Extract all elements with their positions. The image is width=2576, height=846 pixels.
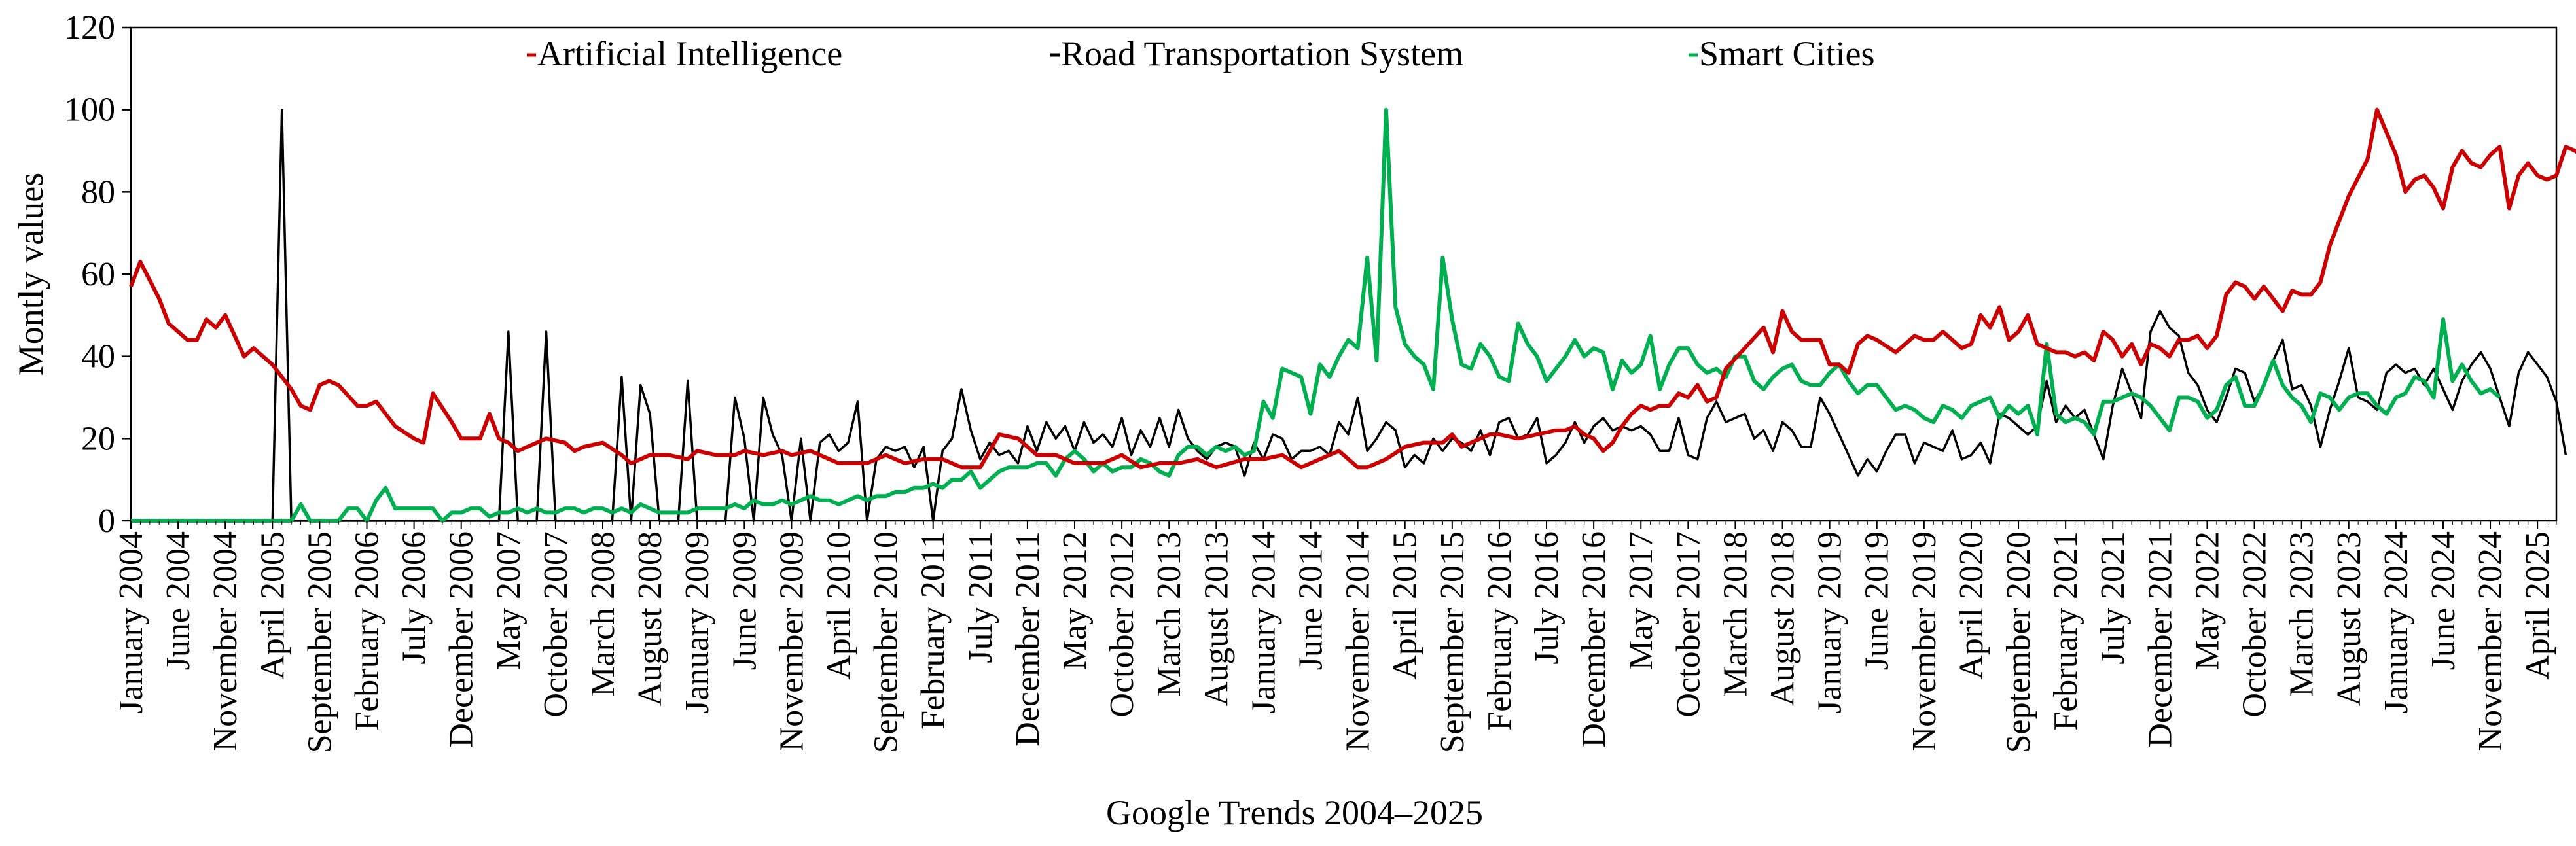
series-line-artificial-intelligence <box>129 107 2576 470</box>
y-tick-label: 40 <box>81 338 115 376</box>
x-tick-label: January 2004 <box>113 531 150 714</box>
x-tick-label: February 2016 <box>1481 531 1518 731</box>
x-tick-label: November 2004 <box>207 531 244 751</box>
x-tick-label: March 2008 <box>584 531 622 697</box>
x-tick-label: October 2007 <box>537 531 575 717</box>
x-tick-label: April 2025 <box>2519 531 2556 680</box>
x-tick-label: July 2021 <box>2094 531 2132 665</box>
x-tick-label: November 2019 <box>1906 531 1943 751</box>
x-tick-label: August 2018 <box>1764 531 1802 706</box>
x-axis-ticks: January 2004 June 2004 November 2004 April … <box>113 521 2557 753</box>
y-tick-label: 120 <box>64 9 115 46</box>
series-line-road-transportation-system <box>131 108 2567 522</box>
x-tick-label: May 2022 <box>2189 531 2226 670</box>
y-tick-label: 20 <box>81 420 115 457</box>
x-tick-label: December 2016 <box>1575 531 1613 748</box>
x-tick-label: October 2022 <box>2236 531 2274 717</box>
x-tick-label: February 2006 <box>349 531 386 731</box>
y-axis-ticks: 0 20 40 60 80 100 120 <box>64 9 131 540</box>
series-lines <box>129 107 2576 523</box>
x-tick-label: November 2024 <box>2472 531 2509 751</box>
x-tick-label: August 2013 <box>1198 531 1235 706</box>
x-tick-label: July 2016 <box>1528 531 1565 665</box>
x-tick-label: April 2015 <box>1387 531 1424 680</box>
x-tick-label: October 2017 <box>1670 531 1707 717</box>
x-tick-label: January 2009 <box>679 531 716 714</box>
x-tick-label: April 2010 <box>821 531 858 680</box>
y-tick-label: 60 <box>81 256 115 293</box>
x-tick-label: January 2014 <box>1245 531 1282 714</box>
x-tick-label: May 2012 <box>1056 531 1094 670</box>
y-tick-label: 80 <box>81 173 115 211</box>
x-tick-label: March 2023 <box>2283 531 2321 697</box>
x-tick-label: December 2006 <box>443 531 480 748</box>
plot-border <box>130 26 2558 522</box>
x-tick-label: December 2021 <box>2141 531 2179 748</box>
legend-label: Artificial Intelligence <box>537 34 842 73</box>
x-tick-label: January 2024 <box>2378 531 2415 714</box>
x-tick-label: November 2014 <box>1340 531 1377 751</box>
x-tick-label: February 2021 <box>2047 531 2084 731</box>
legend-item: Artificial Intelligence <box>527 34 842 73</box>
x-tick-label: August 2023 <box>2331 531 2368 706</box>
x-tick-label: May 2017 <box>1622 531 1660 670</box>
x-tick-label: January 2019 <box>1812 531 1849 714</box>
x-tick-label: March 2018 <box>1717 531 1754 697</box>
legend-item: Road Transportation System <box>1050 34 1463 73</box>
x-tick-label: March 2013 <box>1151 531 1188 697</box>
x-tick-label: August 2008 <box>632 531 669 706</box>
x-tick-label: July 2011 <box>962 531 999 663</box>
x-tick-label: September 2005 <box>301 531 338 753</box>
x-tick-label: September 2020 <box>2000 531 2037 753</box>
y-tick-label: 0 <box>98 502 115 540</box>
x-tick-label: April 2020 <box>1953 531 1990 680</box>
x-tick-label: June 2004 <box>160 531 197 670</box>
x-tick-label: June 2014 <box>1293 531 1330 670</box>
x-tick-label: July 2006 <box>396 531 433 665</box>
x-axis-title: Google Trends 2004–2025 <box>1106 793 1483 832</box>
legend-label: Smart Cities <box>1699 34 1875 73</box>
x-tick-label: May 2007 <box>490 531 528 670</box>
y-axis-title: Montly values <box>11 173 50 376</box>
x-tick-label: February 2011 <box>915 531 952 730</box>
legend-label: Road Transportation System <box>1061 34 1463 73</box>
x-tick-label: April 2005 <box>254 531 291 680</box>
x-tick-label: June 2024 <box>2425 531 2462 670</box>
series-line-smart-cities <box>131 107 2501 523</box>
x-tick-label: October 2012 <box>1103 531 1141 717</box>
x-tick-label: September 2010 <box>868 531 905 753</box>
y-tick-label: 100 <box>64 92 115 129</box>
x-tick-label: September 2015 <box>1434 531 1471 753</box>
x-tick-label: December 2011 <box>1009 531 1046 747</box>
x-tick-label: November 2009 <box>773 531 810 751</box>
x-tick-label: June 2009 <box>726 531 763 670</box>
x-tick-label: June 2019 <box>1859 531 1896 670</box>
legend-item: Smart Cities <box>1689 34 1875 73</box>
plot-area <box>130 26 2558 522</box>
legend: Artificial Intelligence Road Transportati… <box>527 34 1875 73</box>
